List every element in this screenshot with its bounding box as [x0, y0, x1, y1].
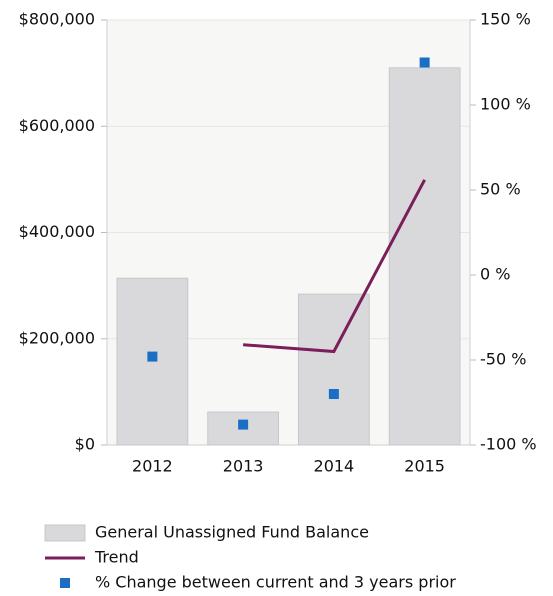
bar: [388, 67, 461, 446]
marker: [419, 57, 430, 68]
bar: [297, 293, 370, 446]
legend-label: General Unassigned Fund Balance: [95, 523, 369, 542]
x-tick-label: 2014: [314, 457, 355, 476]
legend-swatch: [44, 524, 86, 542]
legend-label: % Change between current and 3 years pri…: [95, 573, 456, 592]
y-tick-label: $800,000: [19, 10, 95, 29]
x-tick-label: 2015: [404, 457, 445, 476]
marker: [328, 389, 339, 399]
y2-tick-label: -100 %: [480, 435, 537, 454]
trend-line: [243, 179, 426, 354]
y-tick-label: $200,000: [19, 328, 95, 347]
y2-tick-label: 100 %: [480, 95, 531, 114]
legend-swatch: [60, 578, 70, 588]
y2-tick-label: 150 %: [480, 10, 531, 29]
y2-tick-label: -50 %: [480, 350, 526, 369]
y-tick-label: $400,000: [19, 222, 95, 241]
y2-tick-label: 50 %: [480, 180, 521, 199]
legend-label: Trend: [94, 548, 139, 567]
marker: [147, 351, 158, 362]
x-tick-label: 2013: [223, 457, 264, 476]
x-tick-label: 2012: [132, 457, 173, 476]
bar: [207, 411, 280, 446]
marker: [238, 419, 249, 430]
y-tick-label: $600,000: [19, 116, 95, 135]
y2-tick-label: 0 %: [480, 265, 510, 284]
y-tick-label: $0: [75, 435, 95, 454]
